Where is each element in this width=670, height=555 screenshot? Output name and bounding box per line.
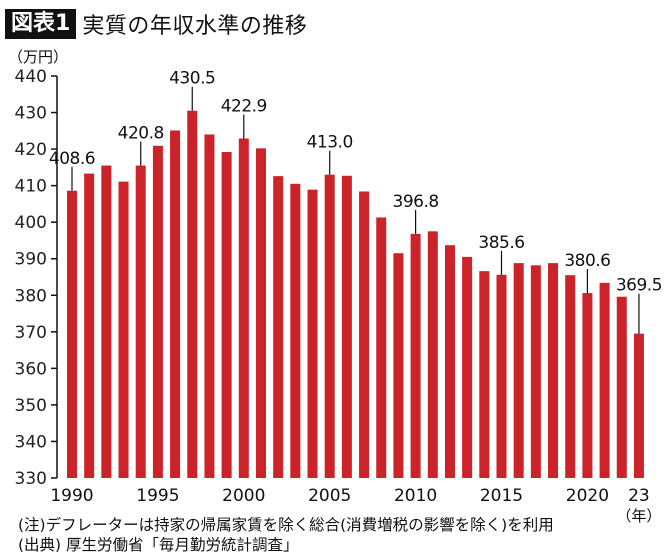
bar-2004	[307, 189, 318, 478]
bar-2013	[462, 256, 473, 478]
bar-1997	[187, 110, 198, 478]
bar-1995	[152, 145, 163, 478]
y-tick-label: 370	[15, 323, 47, 343]
y-tick-label: 400	[15, 213, 47, 233]
bar-2001	[255, 148, 266, 479]
bar-2009	[393, 253, 404, 478]
bar-2008	[376, 217, 387, 478]
bar-1998	[204, 134, 215, 479]
bar-2010	[410, 233, 421, 478]
bar-2019	[565, 275, 576, 478]
bar-2000	[238, 138, 249, 478]
y-tick-label: 360	[15, 359, 47, 379]
data-label: 430.5	[169, 69, 215, 89]
y-tick-label: 430	[15, 104, 47, 124]
x-tick-label: 2005	[308, 486, 351, 506]
bar-2014	[479, 271, 490, 478]
bar-2012	[444, 245, 455, 478]
y-tick-label: 390	[15, 250, 47, 270]
x-axis-unit: （年）	[616, 507, 661, 525]
y-tick-label: 330	[15, 469, 47, 489]
data-label: 385.6	[478, 233, 524, 253]
y-tick-label: 440	[15, 67, 47, 87]
data-label: 408.6	[49, 149, 95, 169]
bar-1990	[67, 190, 77, 478]
bar-2016	[513, 263, 524, 478]
y-tick-label: 340	[15, 432, 47, 452]
bar-2007	[359, 191, 370, 478]
y-tick-label: 380	[15, 286, 47, 306]
y-axis-unit: （万円）	[8, 48, 69, 66]
chart-title: 実質の年収水準の推移	[82, 14, 308, 39]
bar-2003	[290, 183, 301, 479]
chart-note: (注)デフレーターは持家の帰属家賃を除く総合(消費増税の影響を除く)を利用	[18, 516, 554, 534]
bar-1993	[118, 181, 129, 478]
bar-1996	[170, 130, 181, 478]
data-label: 396.8	[393, 192, 439, 212]
bar-2021	[599, 282, 610, 478]
bar-2018	[548, 263, 559, 478]
x-tick-label: 1995	[136, 486, 179, 506]
figure-badge: 図表1	[5, 9, 77, 39]
bar-1994	[135, 165, 146, 478]
chart-source: (出典) 厚生労働省「毎月勤労統計調査」	[18, 536, 299, 554]
figure-header: 図表1 実質の年収水準の推移	[5, 8, 307, 40]
bar-2005	[324, 174, 335, 478]
x-tick-label: 1990	[50, 486, 93, 506]
data-label: 380.6	[564, 251, 610, 271]
y-tick-label: 350	[15, 396, 47, 416]
bar-2015	[496, 274, 507, 478]
data-label: 422.9	[221, 96, 267, 116]
bar-2020	[582, 293, 593, 478]
x-tick-label: 2000	[222, 486, 265, 506]
bar-1999	[221, 152, 232, 479]
bar-2022	[616, 296, 627, 478]
x-tick-label: 23	[628, 486, 650, 506]
data-label: 420.8	[118, 124, 164, 144]
bar-2017	[530, 265, 541, 478]
data-label: 413.0	[307, 133, 353, 153]
x-tick-label: 2020	[566, 486, 609, 506]
y-tick-label: 420	[15, 140, 47, 160]
bar-2006	[341, 175, 352, 478]
bar-1991	[84, 173, 95, 479]
y-tick-label: 410	[15, 177, 47, 197]
bar-2011	[427, 231, 438, 478]
data-label: 369.5	[616, 276, 662, 296]
x-tick-label: 2010	[394, 486, 437, 506]
x-tick-label: 2015	[480, 486, 523, 506]
bar-2023	[633, 333, 644, 478]
bar-2002	[273, 176, 284, 478]
bar-1992	[101, 165, 112, 478]
